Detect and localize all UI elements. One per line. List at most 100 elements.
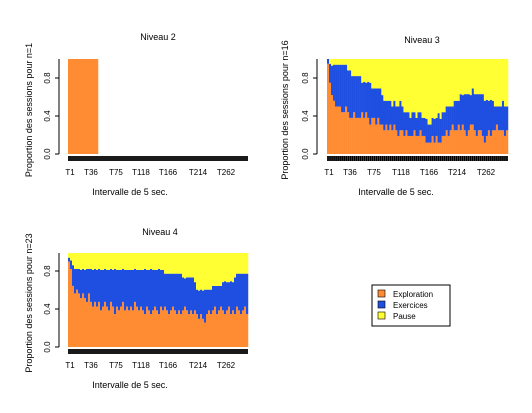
- bar-segment-pause: [343, 59, 346, 65]
- bar-segment-pause: [160, 253, 163, 270]
- bar-segment-exploration: [88, 59, 91, 154]
- bar-segment-exploration: [116, 306, 119, 347]
- bar-segment-exploration: [335, 106, 338, 154]
- bar-segment-exercices: [343, 64, 346, 113]
- bar-segment-pause: [385, 59, 388, 101]
- bar-segment-exercices: [70, 260, 73, 269]
- bar-segment-exploration: [124, 310, 127, 347]
- bar-segment-exploration: [505, 130, 509, 154]
- bar-segment-exploration: [389, 124, 392, 154]
- bar-segment-exploration: [180, 314, 183, 347]
- bar-segment-exercices: [377, 88, 380, 118]
- bar-segment-exploration: [499, 130, 503, 154]
- bar-segment-pause: [363, 59, 366, 82]
- bar-segment-exercices: [160, 269, 163, 307]
- bar-segment-exploration: [82, 59, 85, 154]
- x-tick-label: T166: [159, 168, 178, 177]
- bar-segment-pause: [361, 59, 364, 83]
- bar-segment-exercices: [242, 273, 245, 311]
- bar-segment-exercices: [495, 106, 499, 125]
- bar-segment-pause: [192, 253, 195, 278]
- bar-segment-exercices: [423, 117, 426, 136]
- bar-segment-exploration: [80, 298, 83, 347]
- bar-segment-pause: [150, 253, 153, 269]
- bar-segment-pause: [495, 59, 499, 107]
- bar-segment-exploration: [174, 310, 177, 347]
- bar-segment-exploration: [435, 135, 438, 154]
- x-tick-label: T166: [159, 361, 178, 370]
- bar-segment-pause: [425, 59, 428, 119]
- bar-segment-exercices: [86, 268, 89, 302]
- bar-segment-exercices: [80, 269, 83, 299]
- bar-segment-pause: [407, 59, 410, 113]
- bar-segment-pause: [76, 253, 79, 269]
- bar-segment-exploration: [176, 314, 179, 347]
- bar-segment-pause: [475, 59, 479, 95]
- bar-segment-pause: [457, 59, 460, 101]
- bar-segment-exploration: [236, 306, 239, 347]
- bar-segment-pause: [459, 59, 462, 95]
- bar-segment-pause: [158, 253, 161, 269]
- bar-segment-exploration: [333, 100, 336, 154]
- bar-segment-exercices: [455, 100, 458, 131]
- bar-segment-exploration: [367, 117, 370, 154]
- bar-segment-pause: [449, 59, 452, 107]
- bar-segment-exercices: [359, 76, 362, 118]
- bar-segment-pause: [505, 59, 509, 107]
- bar-segment-exploration: [491, 130, 495, 154]
- bar-segment-exercices: [331, 65, 334, 96]
- bar-segment-exercices: [327, 59, 330, 64]
- bar-segment-pause: [399, 59, 402, 101]
- bar-segment-exploration: [441, 135, 444, 154]
- bar-segment-exercices: [447, 106, 450, 136]
- bar-segment-pause: [170, 253, 173, 274]
- bar-segment-exercices: [236, 273, 239, 307]
- x-tick-label: T1: [324, 168, 334, 177]
- bar-segment-exercices: [395, 106, 398, 131]
- bar-segment-exploration: [222, 310, 225, 347]
- bar-segment-exploration: [224, 314, 227, 347]
- bar-segment-exercices: [425, 118, 428, 143]
- bar-segment-exploration: [144, 314, 147, 347]
- bar-segment-exploration: [489, 135, 493, 154]
- bar-segment-exploration: [485, 135, 489, 154]
- bar-segment-exercices: [118, 269, 121, 311]
- bar-segment-pause: [381, 59, 384, 96]
- bar-segment-exploration: [401, 130, 404, 154]
- bar-segment-exploration: [385, 124, 388, 154]
- bar-segment-exercices: [349, 70, 352, 118]
- bar-segment-exercices: [493, 106, 497, 131]
- bar-segment-exercices: [505, 106, 509, 131]
- bar-segment-exploration: [353, 112, 356, 154]
- bar-segment-exercices: [351, 76, 354, 118]
- bar-segment-exploration: [230, 314, 233, 347]
- bar-segment-exploration: [473, 130, 477, 154]
- bar-segment-exercices: [168, 273, 171, 315]
- bar-segment-exploration: [453, 130, 456, 154]
- bar-segment-pause: [100, 253, 103, 270]
- bar-segment-exercices: [393, 100, 396, 125]
- bar-segment-exercices: [182, 277, 185, 311]
- x-tick-label: T262: [477, 168, 496, 177]
- bar-segment-pause: [371, 59, 374, 89]
- bar-segment-exercices: [469, 95, 473, 125]
- bar-segment-pause: [467, 59, 471, 95]
- bar-segment-exploration: [70, 268, 73, 347]
- bar-segment-pause: [401, 59, 404, 107]
- bar-segment-exploration: [234, 314, 237, 347]
- bar-segment-exercices: [94, 268, 97, 302]
- bar-segment-pause: [138, 253, 141, 270]
- panel-niveau-4: Niveau 4 Proportion des sessions pour n=…: [24, 227, 249, 390]
- bar-segment-pause: [341, 59, 344, 65]
- bar-segment-exploration: [393, 124, 396, 154]
- bar-segment-exploration: [226, 310, 229, 347]
- bar-segment-pause: [206, 253, 209, 290]
- bar-segment-exploration: [341, 112, 344, 154]
- x-tick-label: T75: [367, 168, 381, 177]
- bar-segment-pause: [463, 59, 467, 95]
- bar-segment-exercices: [76, 268, 79, 290]
- bar-segment-pause: [503, 59, 507, 107]
- bar-segment-exploration: [427, 142, 430, 154]
- bar-segment-pause: [353, 59, 356, 77]
- bar-segment-pause: [214, 253, 217, 286]
